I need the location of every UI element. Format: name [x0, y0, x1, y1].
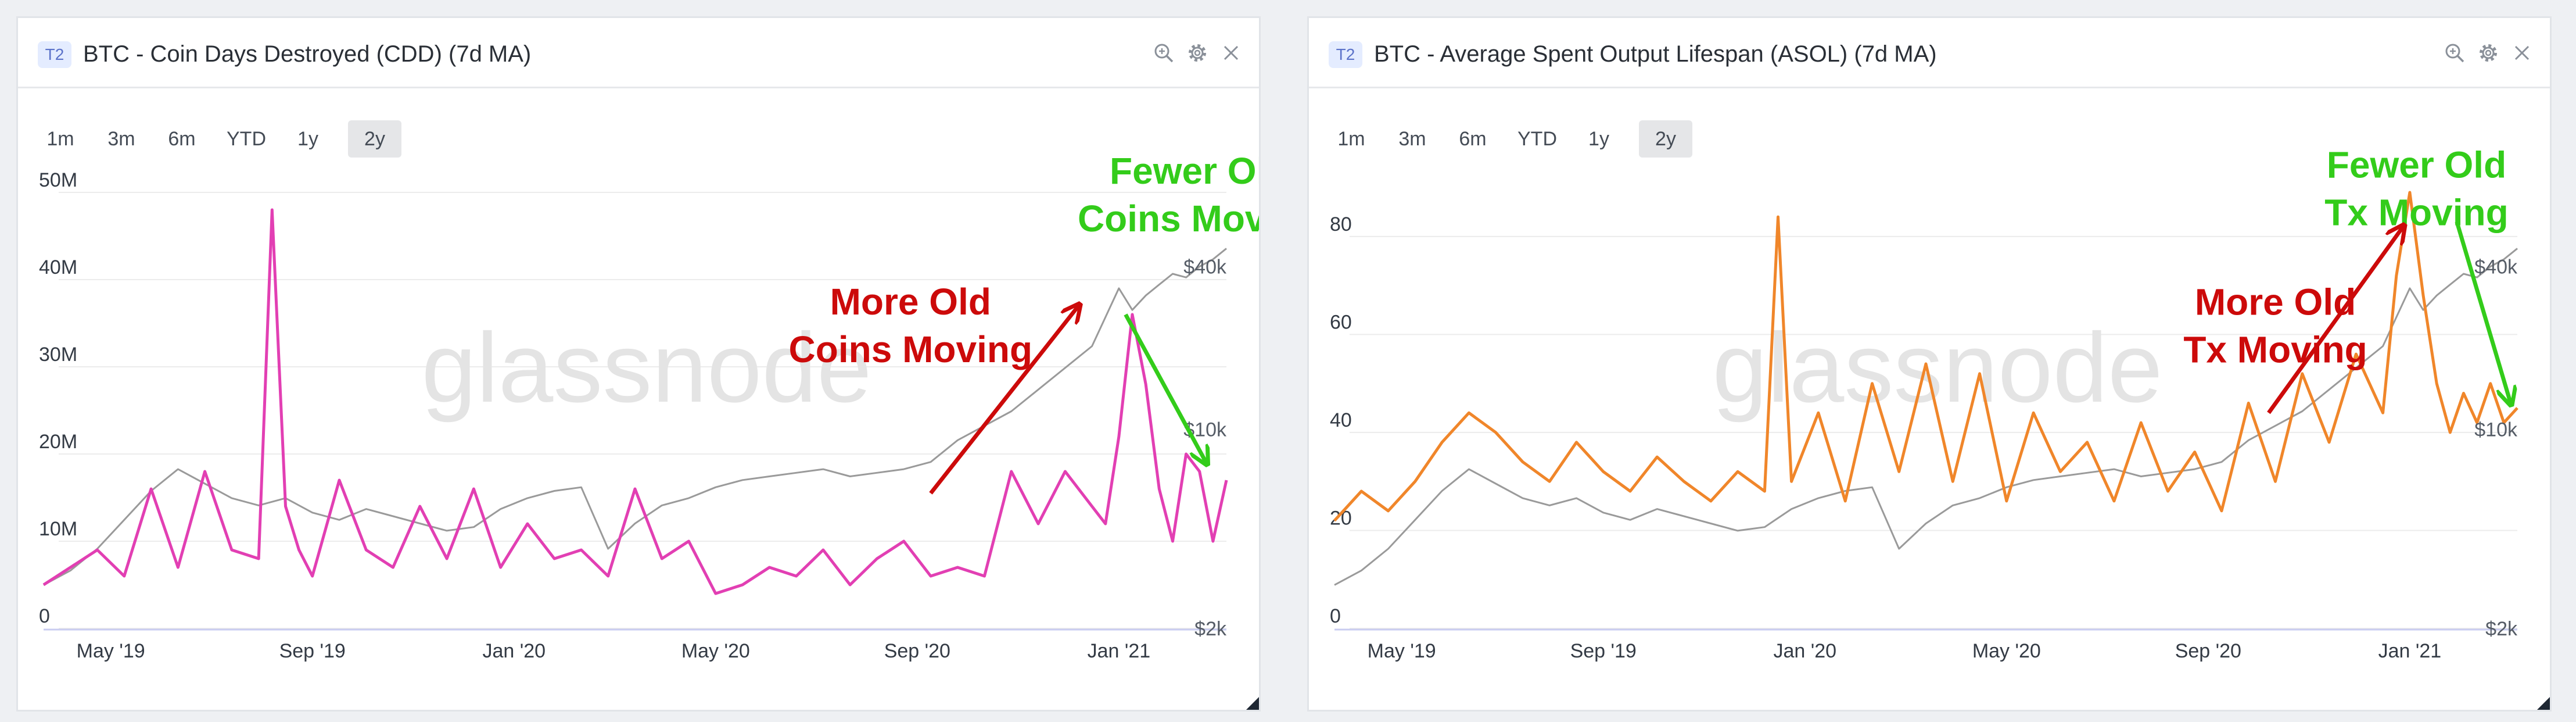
zoom-icon[interactable]: [2443, 41, 2466, 65]
cdd-series-line: [42, 208, 1228, 595]
x-tick-label: Sep '20: [884, 640, 950, 662]
x-tick-label: Jan '20: [482, 640, 546, 662]
y-tick-label: 0: [1330, 605, 1341, 627]
right-axis-label: $40k: [1183, 256, 1227, 278]
resize-handle[interactable]: [1246, 697, 1259, 710]
range-1m-button[interactable]: 1m: [1337, 128, 1365, 150]
x-tick-label: Sep '19: [1570, 640, 1637, 662]
x-tick-label: Jan '21: [1088, 640, 1151, 662]
right-axis-label: $2k: [2485, 618, 2518, 640]
tier-badge: T2: [38, 41, 71, 68]
x-tick-label: Jan '21: [2378, 640, 2442, 662]
y-tick-label: 40M: [39, 256, 77, 278]
panel-header: T2 BTC - Coin Days Destroyed (CDD) (7d M…: [18, 18, 1259, 88]
x-tick-label: May '20: [1972, 640, 2041, 662]
y-tick-label: 80: [1330, 213, 1352, 235]
price-series-line: [1334, 248, 2518, 586]
watermark-text: glassnode: [1712, 313, 2162, 423]
y-tick-label: 40: [1330, 409, 1352, 431]
annotation-label: More Old: [830, 281, 991, 323]
x-tick-label: May '19: [77, 640, 145, 662]
rising-arrow: [2267, 227, 2403, 414]
watermark-text: glassnode: [421, 313, 871, 423]
right-axis-label: $40k: [2474, 256, 2518, 278]
annotation-label: More Old: [2195, 281, 2356, 323]
annotation-label: Coins Moving: [1078, 198, 1259, 240]
settings-gear-icon[interactable]: [1186, 41, 1209, 65]
chart-area: 0 10M 20M 30M 40M 50M May '19 Sep '19 Jan '20 May…: [18, 88, 1259, 710]
range-3m-button[interactable]: 3m: [107, 128, 135, 150]
y-tick-label: 0: [39, 605, 50, 627]
y-tick-label: 30M: [39, 344, 77, 366]
range-1y-button[interactable]: 1y: [1588, 128, 1609, 150]
range-2y-button[interactable]: 2y: [348, 120, 401, 158]
x-tick-label: Sep '20: [2175, 640, 2241, 662]
chart-area: 0 20 40 60 80 May '19 Sep '19 Jan '20 May '20 Sep…: [1309, 88, 2550, 710]
close-icon[interactable]: [1219, 41, 1243, 65]
range-6m-button[interactable]: 6m: [168, 128, 196, 150]
range-2y-button[interactable]: 2y: [1639, 120, 1692, 158]
x-tick-label: May '19: [1368, 640, 1436, 662]
annotation-label: Tx Moving: [2183, 329, 2367, 371]
annotation-label: Fewer Old: [2327, 144, 2506, 186]
chart-panel-cdd: T2 BTC - Coin Days Destroyed (CDD) (7d M…: [16, 16, 1261, 712]
range-ytd-button[interactable]: YTD: [227, 128, 266, 150]
panel-title: BTC - Coin Days Destroyed (CDD) (7d MA): [83, 41, 532, 67]
right-axis-label: $10k: [2474, 419, 2518, 441]
range-3m-button[interactable]: 3m: [1398, 128, 1426, 150]
y-tick-label: 20: [1330, 507, 1352, 529]
zoom-icon[interactable]: [1152, 41, 1175, 65]
resize-handle[interactable]: [2537, 697, 2550, 710]
range-1y-button[interactable]: 1y: [297, 128, 318, 150]
price-series-line: [43, 248, 1227, 586]
x-tick-label: May '20: [681, 640, 750, 662]
annotation-label: Fewer Old: [1110, 150, 1259, 192]
y-tick-label: 60: [1330, 311, 1352, 333]
range-6m-button[interactable]: 6m: [1459, 128, 1487, 150]
y-tick-label: 20M: [39, 431, 77, 453]
chart-svg-cdd: 0 10M 20M 30M 40M 50M May '19 Sep '19 Jan '20 May…: [39, 150, 1259, 662]
x-tick-label: Jan '20: [1773, 640, 1836, 662]
y-tick-label: 10M: [39, 518, 77, 540]
x-tick-label: Sep '19: [279, 640, 346, 662]
y-tick-label: 50M: [39, 169, 77, 191]
falling-arrow: [1124, 313, 1206, 463]
chart-panel-asol: T2 BTC - Average Spent Output Lifespan (…: [1307, 16, 2552, 712]
tier-badge: T2: [1329, 41, 1362, 68]
panel-header: T2 BTC - Average Spent Output Lifespan (…: [1309, 18, 2550, 88]
close-icon[interactable]: [2510, 41, 2534, 65]
rising-arrow: [929, 306, 1079, 495]
right-axis-label: $2k: [1194, 618, 1227, 640]
panel-title: BTC - Average Spent Output Lifespan (ASO…: [1374, 41, 1937, 67]
annotation-label: Tx Moving: [2324, 192, 2508, 234]
falling-arrow: [2455, 221, 2511, 403]
range-1m-button[interactable]: 1m: [46, 128, 74, 150]
chart-svg-asol: 0 20 40 60 80 May '19 Sep '19 Jan '20 May '20 Sep…: [1330, 144, 2518, 662]
annotation-label: Coins Moving: [789, 328, 1033, 370]
range-ytd-button[interactable]: YTD: [1517, 128, 1557, 150]
settings-gear-icon[interactable]: [2477, 41, 2500, 65]
